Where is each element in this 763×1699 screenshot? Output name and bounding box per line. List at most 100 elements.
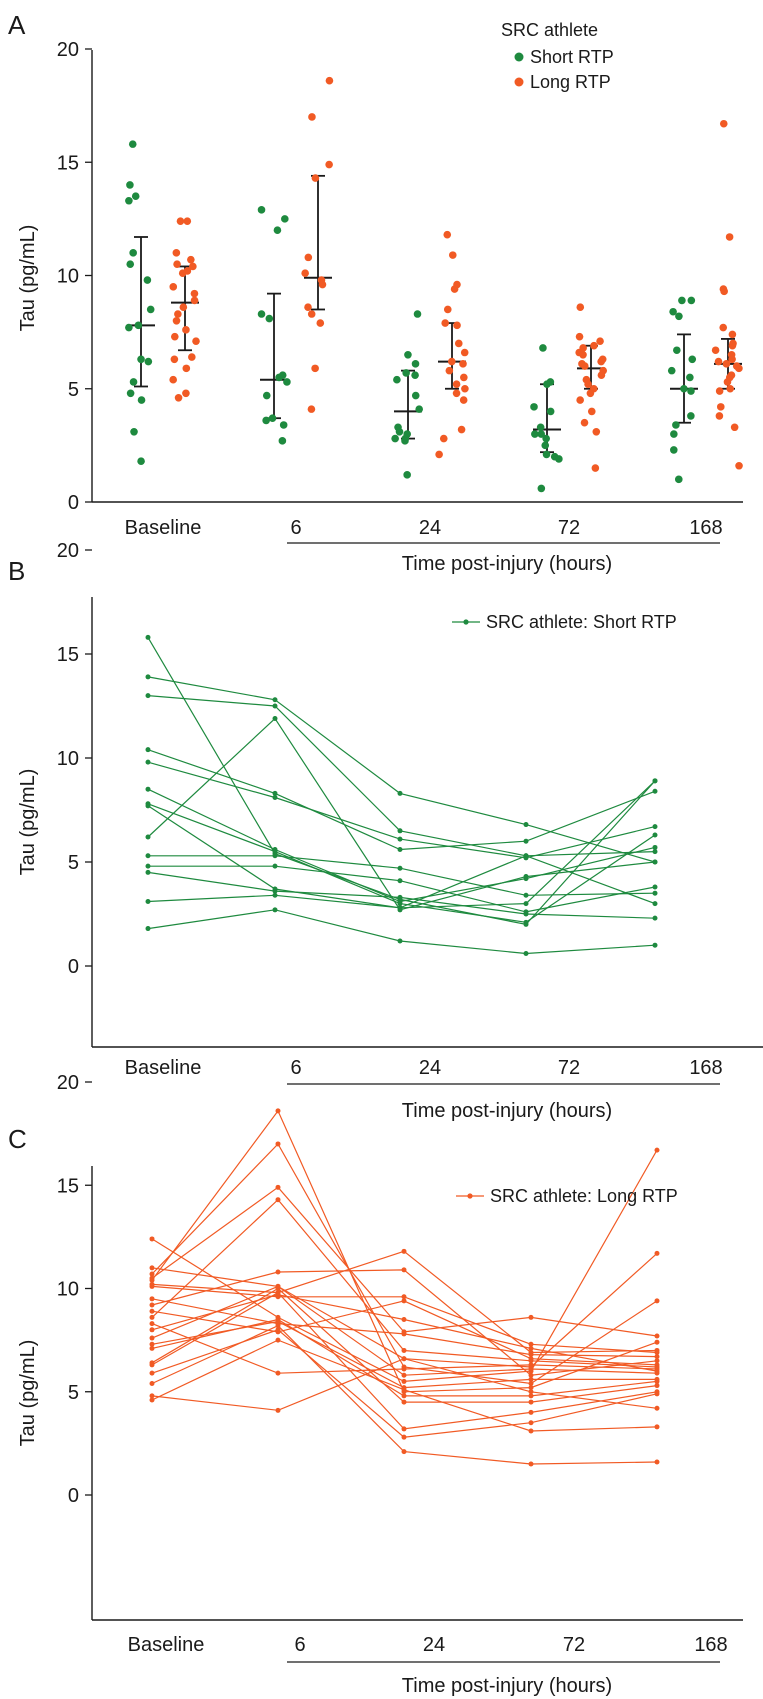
- data-point: [395, 427, 404, 436]
- data-point: [672, 421, 680, 429]
- data-point: [325, 76, 334, 85]
- data-point: [169, 283, 178, 291]
- data-point: [445, 366, 454, 375]
- data-point: [189, 262, 197, 271]
- data-point: [257, 206, 266, 214]
- data-point: [397, 828, 403, 834]
- data-point: [401, 1316, 407, 1322]
- panel-a-marks: [125, 76, 743, 493]
- data-point: [523, 822, 529, 828]
- data-point: [576, 303, 585, 312]
- panel-a-legend-marker-long: [514, 77, 524, 87]
- data-point: [654, 1424, 660, 1430]
- data-point: [257, 310, 266, 318]
- data-point: [316, 319, 325, 327]
- data-point: [413, 310, 422, 318]
- panel-b-y-axis-title: Tau (pg/mL): [17, 769, 39, 876]
- data-point: [688, 355, 697, 364]
- panel-c-xtick-72: 72: [563, 1634, 585, 1656]
- panel-c: C 0 5 10 15 20 Baseline 6 24 72 168 Time pos…: [8, 1072, 743, 1697]
- data-point: [149, 1380, 155, 1386]
- data-point: [528, 1358, 534, 1364]
- panel-a-x-axis-title: Time post-injury (hours): [402, 553, 612, 575]
- data-point: [397, 790, 403, 796]
- panel-c-x-tick-labels: Baseline 6 24 72 168: [128, 1634, 728, 1656]
- data-point: [137, 355, 145, 364]
- data-point: [719, 323, 728, 332]
- panel-a: A 0 5 10 15 20 Baseline 6 24 72 168 Time pos…: [8, 10, 743, 575]
- data-point: [654, 1459, 660, 1465]
- panel-a-legend-short: Short RTP: [530, 47, 614, 67]
- data-point: [687, 412, 695, 420]
- data-point: [273, 226, 282, 234]
- data-point: [275, 1370, 281, 1376]
- data-point: [528, 1362, 534, 1368]
- data-point: [179, 303, 188, 312]
- data-point: [546, 407, 555, 416]
- data-point: [720, 287, 728, 296]
- data-point: [528, 1380, 534, 1386]
- data-point: [654, 1383, 660, 1389]
- data-point: [149, 1397, 155, 1403]
- data-point: [652, 859, 658, 865]
- data-point: [183, 217, 192, 225]
- data-point: [145, 853, 151, 859]
- data-point: [723, 378, 732, 386]
- y-tick-label: 5: [68, 852, 79, 874]
- data-point: [576, 396, 584, 404]
- panel-a-legend-long: Long RTP: [530, 72, 611, 92]
- data-point: [652, 901, 658, 907]
- data-point: [674, 475, 683, 484]
- data-point: [586, 389, 595, 398]
- data-point: [722, 360, 731, 368]
- data-point: [275, 1407, 281, 1413]
- data-point: [575, 332, 584, 341]
- data-point: [272, 853, 278, 859]
- data-point: [528, 1352, 534, 1358]
- data-point: [735, 461, 743, 470]
- data-point: [652, 788, 658, 794]
- data-point: [190, 289, 199, 298]
- data-point: [411, 391, 420, 400]
- data-point: [528, 1376, 534, 1382]
- y-tick-label: 15: [57, 644, 79, 666]
- panel-c-xtick-baseline: Baseline: [128, 1634, 205, 1656]
- data-point: [401, 1347, 407, 1353]
- data-point: [397, 905, 403, 911]
- data-point: [537, 430, 546, 438]
- data-point: [129, 249, 137, 257]
- data-point: [523, 951, 529, 957]
- data-point: [275, 1327, 281, 1333]
- data-point: [443, 305, 452, 314]
- data-point: [311, 174, 320, 182]
- data-point: [275, 1286, 281, 1291]
- panel-a-y-axis-title: Tau (pg/mL): [17, 225, 39, 332]
- data-point: [667, 366, 676, 375]
- data-point: [192, 337, 200, 345]
- data-point: [401, 1434, 407, 1440]
- panel-c-xtick-168: 168: [694, 1634, 727, 1656]
- data-point: [301, 269, 309, 278]
- panel-b-letter: B: [8, 556, 25, 586]
- data-point: [149, 1341, 155, 1347]
- series-line: [147, 695, 656, 905]
- data-point: [528, 1366, 534, 1372]
- data-point: [149, 1327, 155, 1333]
- data-point: [145, 834, 151, 840]
- data-point: [272, 795, 278, 801]
- panel-b-legend-label: SRC athlete: Short RTP: [486, 612, 677, 632]
- data-point: [272, 790, 278, 796]
- data-point: [265, 314, 274, 323]
- data-point: [397, 865, 403, 871]
- data-point: [523, 838, 529, 844]
- data-point: [654, 1391, 660, 1397]
- data-point: [402, 369, 410, 377]
- panel-b-y-ticks: 0 5 10 15 20: [57, 540, 92, 978]
- y-tick-label: 0: [68, 492, 79, 514]
- data-point: [453, 321, 461, 330]
- panel-a-legend-marker-short: [514, 52, 524, 62]
- data-point: [275, 1323, 281, 1329]
- data-point: [130, 427, 138, 436]
- panel-c-xtick-24: 24: [423, 1634, 445, 1656]
